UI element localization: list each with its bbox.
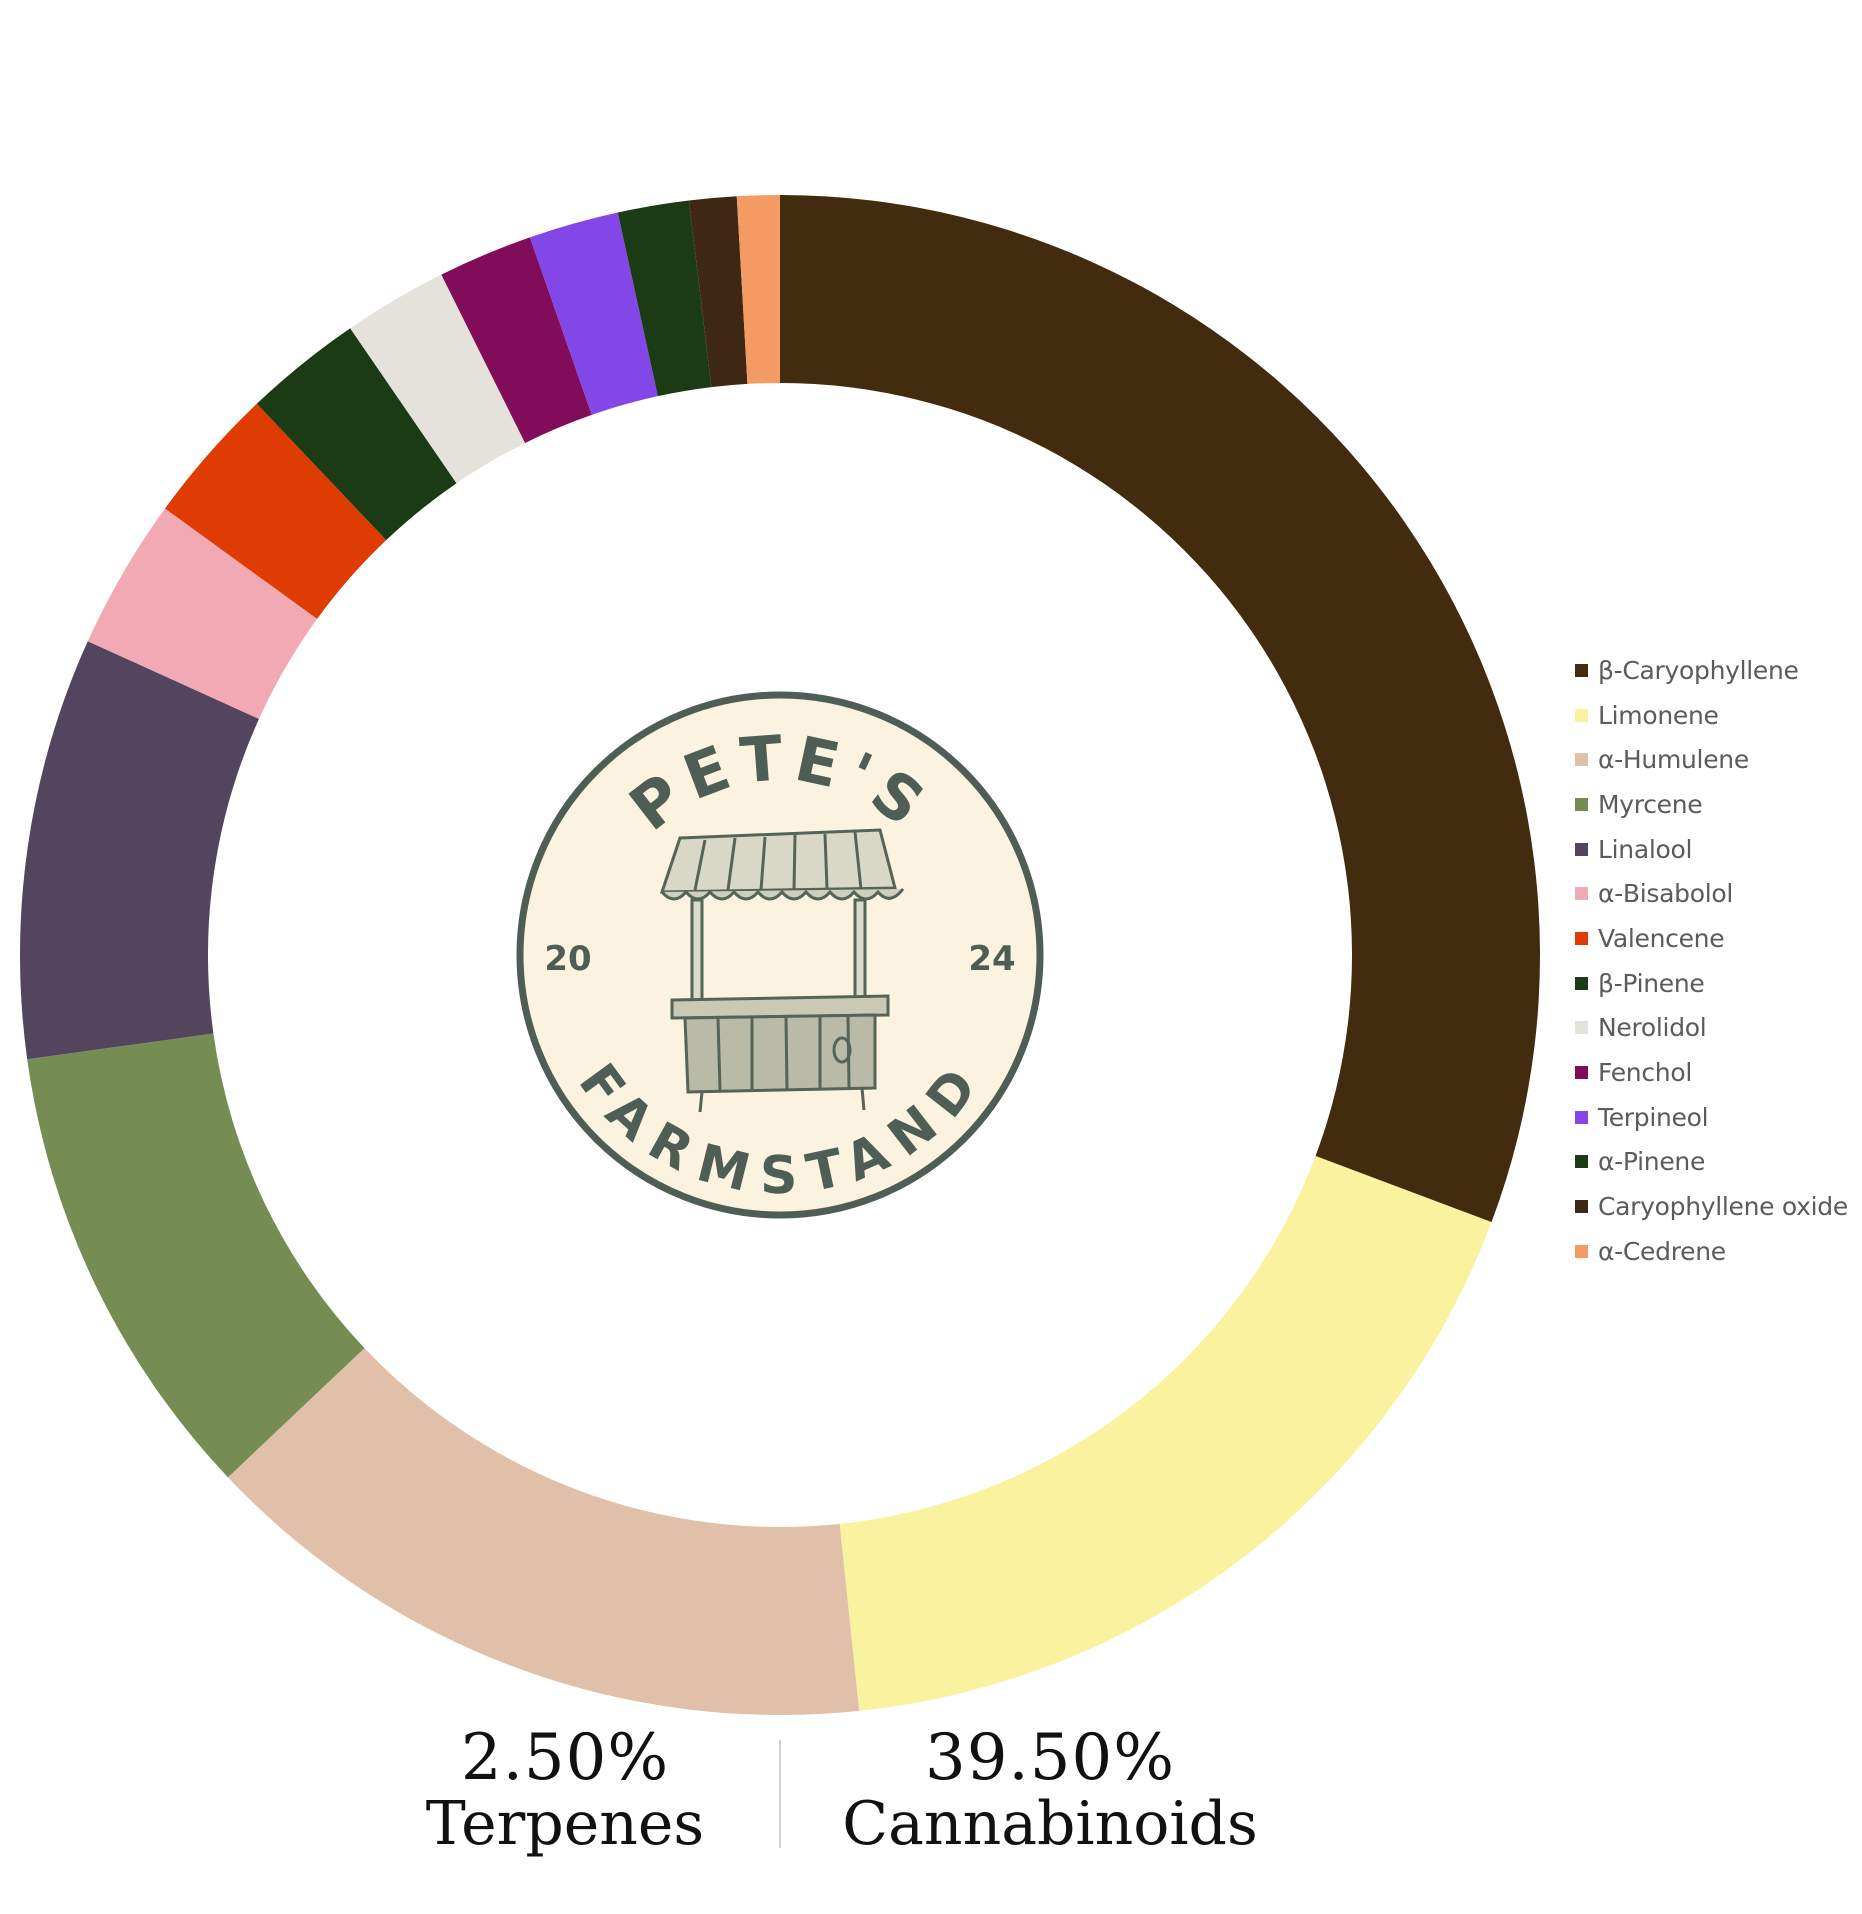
legend-item-0: β-Caryophyllene [1575,648,1848,693]
legend-item-5: α-Bisabolol [1575,871,1848,916]
legend-label: Valencene [1598,923,1725,953]
farmstand-illustration-icon [659,828,905,1113]
slice-9 [441,237,592,443]
legend-swatch [1575,1244,1588,1258]
logo-year-right: 24 [968,939,1015,979]
legend-item-7: β-Pinene [1575,961,1848,1006]
legend-swatch [1575,663,1588,677]
chart-legend: β-Caryophyllene Limonene α-Humulene Myrcene… [1575,648,1848,1274]
slice-6 [165,403,387,619]
legend-item-12: Caryophyllene oxide [1575,1184,1848,1229]
legend-swatch [1575,887,1588,901]
logo-badge [516,691,1044,1219]
legend-item-13: α-Cedrene [1575,1229,1848,1274]
legend-label: Fenchol [1598,1058,1692,1088]
slice-10 [529,212,658,415]
legend-swatch [1575,753,1588,767]
legend-label: Terpineol [1598,1102,1709,1132]
legend-item-9: Fenchol [1575,1050,1848,1095]
slice-1 [839,1156,1492,1711]
logo-year-left: 20 [544,939,591,979]
legend-swatch [1575,976,1588,990]
legend-swatch [1575,708,1588,722]
legend-swatch [1575,1200,1588,1214]
terpenes-stat: 2.50% Terpenes [400,1725,730,1857]
legend-item-10: Terpineol [1575,1095,1848,1140]
cannabinoids-value: 39.50% [924,1721,1176,1795]
slice-0 [780,195,1541,1223]
legend-item-11: α-Pinene [1575,1140,1848,1185]
slice-11 [617,200,712,397]
legend-label: α-Cedrene [1598,1236,1726,1266]
slice-12 [688,196,748,388]
cannabinoids-stat: 39.50% Cannabinoids [840,1725,1260,1857]
legend-item-2: α-Humulene [1575,737,1848,782]
legend-label: Linalool [1598,834,1693,864]
legend-label: β-Caryophyllene [1598,655,1799,685]
legend-label: α-Pinene [1598,1147,1706,1177]
legend-swatch [1575,931,1588,945]
legend-item-6: Valencene [1575,916,1848,961]
legend-label: β-Pinene [1598,968,1705,998]
terpenes-label: Terpenes [425,1789,705,1859]
legend-label: α-Humulene [1598,745,1749,775]
legend-item-4: Linalool [1575,827,1848,872]
legend-label: Limonene [1598,700,1719,730]
legend-swatch [1575,842,1588,856]
legend-swatch [1575,797,1588,811]
legend-swatch [1575,1021,1588,1035]
legend-swatch [1575,1066,1588,1080]
legend-swatch [1575,1110,1588,1124]
legend-label: Nerolidol [1598,1013,1707,1043]
petes-farmstand-logo: PETE'S FARMSTAND 20 24 [516,691,1044,1219]
slice-4 [20,641,260,1060]
slice-13 [736,195,780,384]
donut-slices [20,195,1541,1716]
legend-item-1: Limonene [1575,693,1848,738]
legend-item-8: Nerolidol [1575,1006,1848,1051]
legend-label: Caryophyllene oxide [1598,1192,1848,1222]
cannabinoids-label: Cannabinoids [842,1789,1258,1859]
legend-item-3: Myrcene [1575,782,1848,827]
slice-2 [227,1348,860,1716]
legend-label: α-Bisabolol [1598,879,1733,909]
slice-5 [87,508,318,719]
legend-label: Myrcene [1598,789,1703,819]
terpenes-value: 2.50% [460,1721,670,1795]
slice-8 [350,274,526,484]
legend-swatch [1575,1155,1588,1169]
slice-3 [27,1033,365,1478]
slice-7 [256,328,457,541]
stat-divider [779,1740,781,1848]
